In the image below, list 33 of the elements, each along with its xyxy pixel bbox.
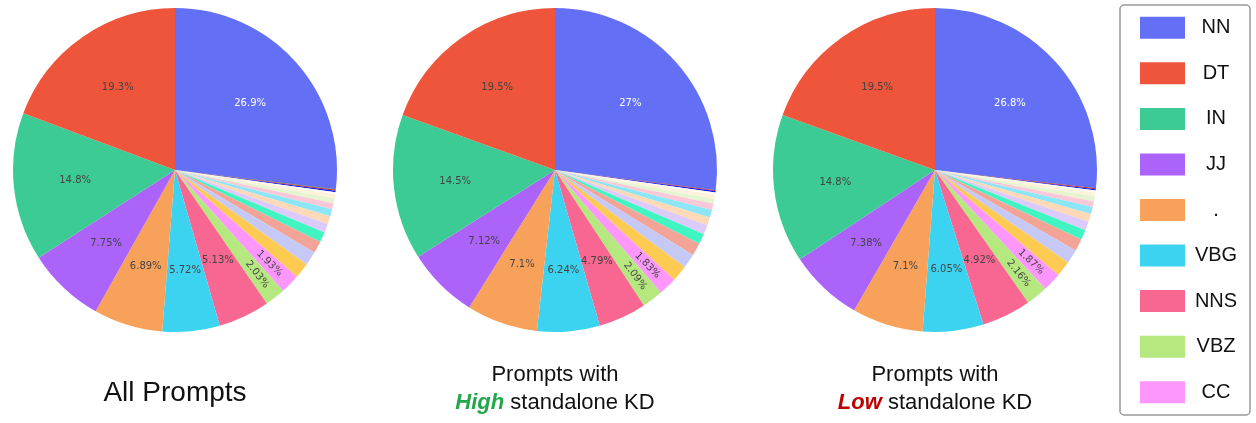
text: Prompts with Low standalone KD <box>836 360 1034 416</box>
data-label: 6.05% <box>930 263 963 275</box>
data-label: 26.9% <box>234 96 267 108</box>
text: Prompts with High standalone KD <box>454 360 656 416</box>
data-label: 27% <box>619 97 642 109</box>
data-label: 7.1% <box>892 259 919 271</box>
legend-label: VBG <box>1194 243 1238 266</box>
legend-label: VBZ <box>1196 334 1236 357</box>
data-label: 26.8% <box>994 96 1026 108</box>
data-label: 14.5% <box>439 174 472 186</box>
data-label: 4.92% <box>963 253 996 265</box>
legend-label: JJ <box>1206 151 1226 174</box>
data-label: 7.75% <box>90 236 123 248</box>
data-label: 14.8% <box>59 174 92 186</box>
data-label: 5.13% <box>202 254 234 266</box>
data-label: 19.5% <box>481 81 514 93</box>
legend-label: NN <box>1201 15 1231 38</box>
data-label: 6.89% <box>129 259 162 271</box>
legend-label: CC <box>1201 379 1231 402</box>
legend-label: IN <box>1206 106 1226 129</box>
data-label: 14.8% <box>819 175 852 187</box>
legend-label: DT <box>1202 60 1230 83</box>
data-label: 5.72% <box>169 263 201 275</box>
legend-label: . <box>1213 197 1219 220</box>
data-label: 6.24% <box>547 263 580 275</box>
data-label: 4.79% <box>581 254 613 266</box>
data-label: 7.12% <box>468 234 501 246</box>
data-label: 19.3% <box>101 81 134 93</box>
data-label: 19.5% <box>861 81 894 93</box>
data-label: 7.38% <box>850 236 883 248</box>
legend-label: NNS <box>1194 288 1238 311</box>
data-label: 7.1% <box>509 258 535 270</box>
text: All Prompts <box>102 376 248 408</box>
